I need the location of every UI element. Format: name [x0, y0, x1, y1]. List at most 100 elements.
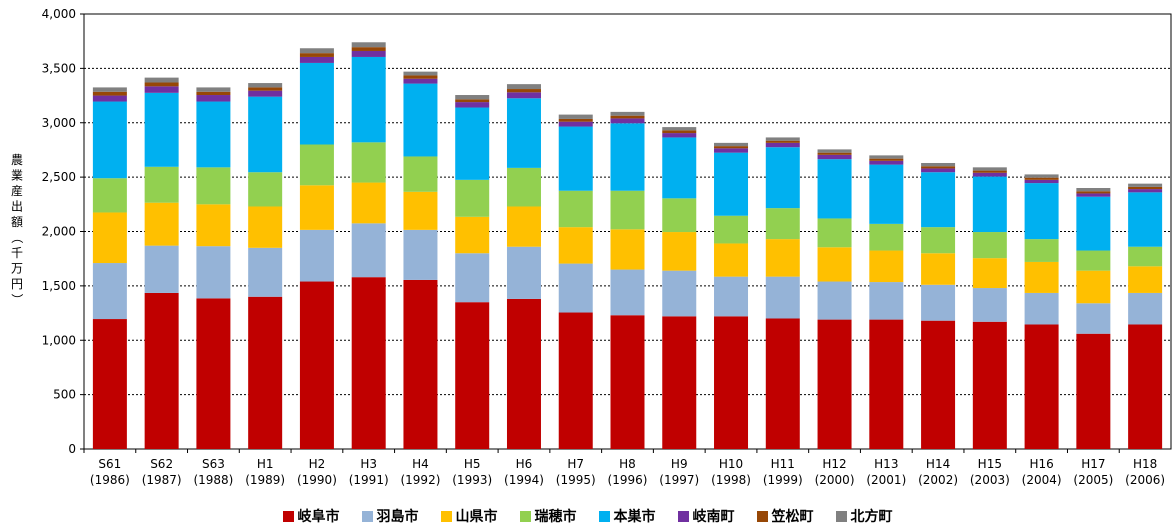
bar-segment [299, 62, 334, 145]
bar-segment [248, 206, 283, 248]
bar-segment [403, 156, 438, 192]
x-tick-label: H5 [464, 457, 481, 471]
x-tick-sublabel: (1999) [763, 473, 803, 487]
legend-item: 瑞穂市 [519, 506, 577, 526]
bar-segment [662, 137, 697, 199]
bar-segment [455, 99, 490, 103]
bar-segment [1024, 324, 1059, 449]
bar-segment [921, 320, 956, 449]
bar-segment [714, 146, 749, 149]
legend-item: 羽島市 [361, 506, 419, 526]
legend: 岐阜市 羽島市 山県市 瑞穂市 本巣市 岐南町 笠松町 北方町 [0, 506, 1175, 526]
bar-segment [817, 152, 852, 155]
bar-segment [765, 147, 800, 209]
bar-segment [558, 190, 593, 228]
legend-item: 笠松町 [756, 506, 814, 526]
legend-label: 笠松町 [771, 509, 814, 525]
bar-segment [248, 247, 283, 297]
bar-segment [1076, 270, 1111, 304]
bar-segment [662, 316, 697, 449]
bar-segment [92, 263, 127, 320]
bar-segment [1128, 324, 1163, 449]
y-tick-label: 2,000 [42, 225, 76, 239]
bar-segment [455, 95, 490, 100]
y-axis-label-char: 円 [11, 277, 23, 291]
legend-label: 岐阜市 [297, 509, 340, 525]
legend-swatch [598, 510, 610, 522]
bar-segment [144, 245, 179, 293]
bar-segment [92, 91, 127, 96]
y-tick-label: 1,000 [42, 333, 76, 347]
legend-swatch [282, 510, 294, 522]
bar-segment [506, 89, 541, 93]
y-axis-label-char: 万 [11, 262, 23, 276]
bar-segment [921, 168, 956, 173]
bar-segment [869, 155, 904, 159]
bar-segment [299, 56, 334, 63]
x-tick-sublabel: (1986) [90, 473, 130, 487]
bar-segment [558, 118, 593, 122]
bar-segment [351, 182, 386, 224]
bar-segment [92, 101, 127, 179]
bar-segment [1128, 183, 1163, 187]
bar-segment [714, 276, 749, 317]
bar-segment [506, 246, 541, 299]
x-tick-label: S63 [202, 457, 225, 471]
x-tick-label: H4 [412, 457, 429, 471]
y-axis-label-char: ） [10, 293, 24, 305]
bar-segment [714, 215, 749, 244]
bar-segment [610, 115, 645, 119]
bar-segment [610, 111, 645, 116]
bar-segment [92, 319, 127, 449]
bar-segment [610, 269, 645, 316]
y-tick-label: 4,000 [42, 7, 76, 21]
bar-segment [1024, 183, 1059, 240]
bar-segment [144, 82, 179, 87]
bar-segment [972, 176, 1007, 233]
x-tick-sublabel: (1987) [142, 473, 182, 487]
y-tick-label: 3,000 [42, 116, 76, 130]
bar-segment [972, 288, 1007, 322]
x-tick-sublabel: (2005) [1073, 473, 1113, 487]
bar-segment [558, 312, 593, 449]
bar-segment [972, 232, 1007, 259]
bar-segment [610, 118, 645, 124]
bar-segment [196, 101, 231, 168]
x-tick-sublabel: (1991) [349, 473, 389, 487]
bar-segment [248, 96, 283, 173]
bar-segment [403, 78, 438, 84]
y-tick-label: 3,500 [42, 61, 76, 75]
bar-segment [1128, 186, 1163, 190]
bar-segment [1128, 192, 1163, 247]
bar-segment [869, 160, 904, 165]
bar-segment [351, 50, 386, 57]
bar-segment [662, 270, 697, 317]
x-tick-label: H16 [1029, 457, 1053, 471]
x-tick-label: H1 [257, 457, 274, 471]
chart: 0 500 1,000 1,500 2,000 2,500 3,000 3,500 4,000 S… [10, 7, 1172, 487]
bar-segment [403, 75, 438, 79]
x-tick-label: H6 [516, 457, 533, 471]
legend-swatch [677, 510, 689, 522]
bar-segment [248, 87, 283, 91]
y-axis-label-char: （ [10, 231, 24, 243]
bar-segment [248, 296, 283, 449]
bar-segment [455, 302, 490, 449]
bar-segment [972, 167, 1007, 171]
legend-swatch [361, 510, 373, 522]
x-tick-label: H10 [719, 457, 743, 471]
bar-segment [558, 121, 593, 127]
x-tick-label: H8 [619, 457, 636, 471]
bar-segment [1024, 292, 1059, 325]
bar-segment [196, 204, 231, 247]
bar-segment [196, 87, 231, 92]
legend-item: 岐阜市 [282, 506, 340, 526]
bar-segment [299, 48, 334, 54]
bar-segment [817, 159, 852, 219]
bar-segment [506, 98, 541, 168]
bar-segment [869, 164, 904, 224]
bar-segment [765, 208, 800, 240]
bar-segment [506, 92, 541, 99]
x-tick-sublabel: (1998) [711, 473, 751, 487]
bar-segment [1024, 239, 1059, 262]
